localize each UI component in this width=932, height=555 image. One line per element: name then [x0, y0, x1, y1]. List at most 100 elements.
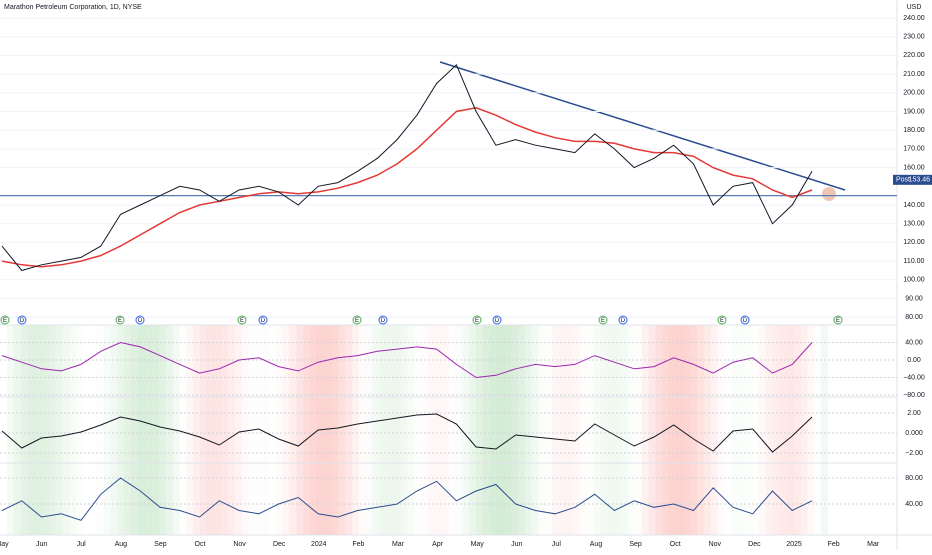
shade-band: [55, 325, 63, 397]
y-tick-label: 80.00: [905, 475, 923, 482]
shade-band: [558, 463, 566, 535]
price-tag-value: 153.46: [909, 177, 931, 184]
price-line: [1, 63, 813, 272]
shade-band: [282, 463, 290, 535]
shade-band: [6, 397, 14, 463]
shade-band: [144, 463, 152, 535]
x-tick-label: Dec: [748, 541, 761, 548]
shade-band: [807, 397, 815, 463]
shade-band: [462, 463, 470, 535]
event-label: D: [621, 318, 626, 324]
shade-band: [600, 397, 608, 463]
shade-band: [144, 397, 152, 463]
event-label: E: [240, 318, 244, 324]
shade-band: [90, 463, 97, 535]
shade-band: [558, 397, 566, 463]
shade-band: [517, 397, 525, 463]
shade-band: [62, 397, 70, 463]
shade-band: [496, 463, 504, 535]
shade-band: [131, 463, 139, 535]
shade-band: [359, 463, 366, 535]
event-label: E: [355, 318, 359, 324]
shade-band: [786, 397, 794, 463]
shade-band: [489, 463, 497, 535]
shade-band: [531, 325, 539, 397]
y-tick-label: 240.00: [903, 15, 925, 22]
shade-band: [124, 397, 132, 463]
shade-band: [151, 325, 159, 397]
event-label: E: [3, 318, 7, 324]
shade-band: [821, 397, 829, 463]
shade-band: [800, 463, 808, 535]
trend-line[interactable]: [439, 61, 846, 191]
shade-band: [289, 325, 297, 397]
shade-band: [572, 325, 580, 397]
y-tick-label: 230.00: [903, 34, 925, 41]
shade-band: [165, 325, 173, 397]
shade-band: [469, 325, 477, 397]
shade-band: [0, 463, 7, 535]
shade-band: [635, 325, 642, 397]
price-tag-label: Post: [896, 177, 910, 184]
event-label: E: [118, 318, 122, 324]
shade-band: [296, 397, 304, 463]
shade-band: [310, 463, 318, 535]
x-tick-label: Sep: [154, 541, 167, 548]
shade-band: [144, 325, 152, 397]
y-tick-label: −2.00: [905, 450, 923, 457]
shade-band: [386, 325, 394, 397]
event-marker: [135, 315, 145, 325]
pane-shading: [0, 325, 829, 535]
shade-band: [821, 463, 829, 535]
shade-band: [483, 397, 490, 463]
shade-band: [234, 325, 242, 397]
shade-band: [641, 397, 649, 463]
shade-band: [207, 397, 214, 463]
indicator-line: [1, 341, 813, 379]
event-marker: [378, 315, 388, 325]
shade-band: [138, 463, 145, 535]
shade-band: [434, 325, 442, 397]
shade-band: [324, 463, 332, 535]
shade-band: [414, 325, 421, 397]
shade-band: [745, 463, 752, 535]
shade-band: [772, 397, 780, 463]
shade-band: [41, 463, 49, 535]
x-tick-label: Feb: [352, 541, 364, 548]
shade-band: [587, 325, 594, 397]
x-tick-label: Mar: [392, 541, 405, 548]
shade-band: [552, 397, 559, 463]
shade-band: [662, 463, 670, 535]
shade-band: [158, 463, 166, 535]
event-marker: [833, 315, 843, 325]
shade-band: [800, 325, 808, 397]
shade-band: [779, 397, 787, 463]
shade-band: [793, 325, 801, 397]
shade-band: [255, 325, 262, 397]
shade-band: [324, 325, 332, 397]
shade-band: [421, 325, 428, 397]
shade-band: [503, 397, 511, 463]
event-label: D: [495, 318, 500, 324]
shade-band: [793, 463, 801, 535]
shade-band: [607, 397, 615, 463]
shade-band: [338, 325, 346, 397]
shade-band: [338, 397, 346, 463]
shade-band: [69, 325, 76, 397]
shade-band: [552, 325, 559, 397]
shade-band: [48, 463, 56, 535]
shade-band: [428, 463, 435, 535]
shade-band: [13, 463, 21, 535]
shade-band: [262, 463, 269, 535]
shade-band: [483, 325, 490, 397]
shade-band: [786, 325, 794, 397]
shade-band: [614, 397, 622, 463]
y-tick-label: 160.00: [903, 164, 925, 171]
shade-band: [0, 325, 7, 397]
y-tick-label: 90.00: [905, 295, 923, 302]
shade-band: [269, 325, 276, 397]
shade-band: [303, 397, 311, 463]
shade-band: [593, 397, 601, 463]
shade-band: [469, 397, 477, 463]
x-tick-label: Feb: [828, 541, 840, 548]
